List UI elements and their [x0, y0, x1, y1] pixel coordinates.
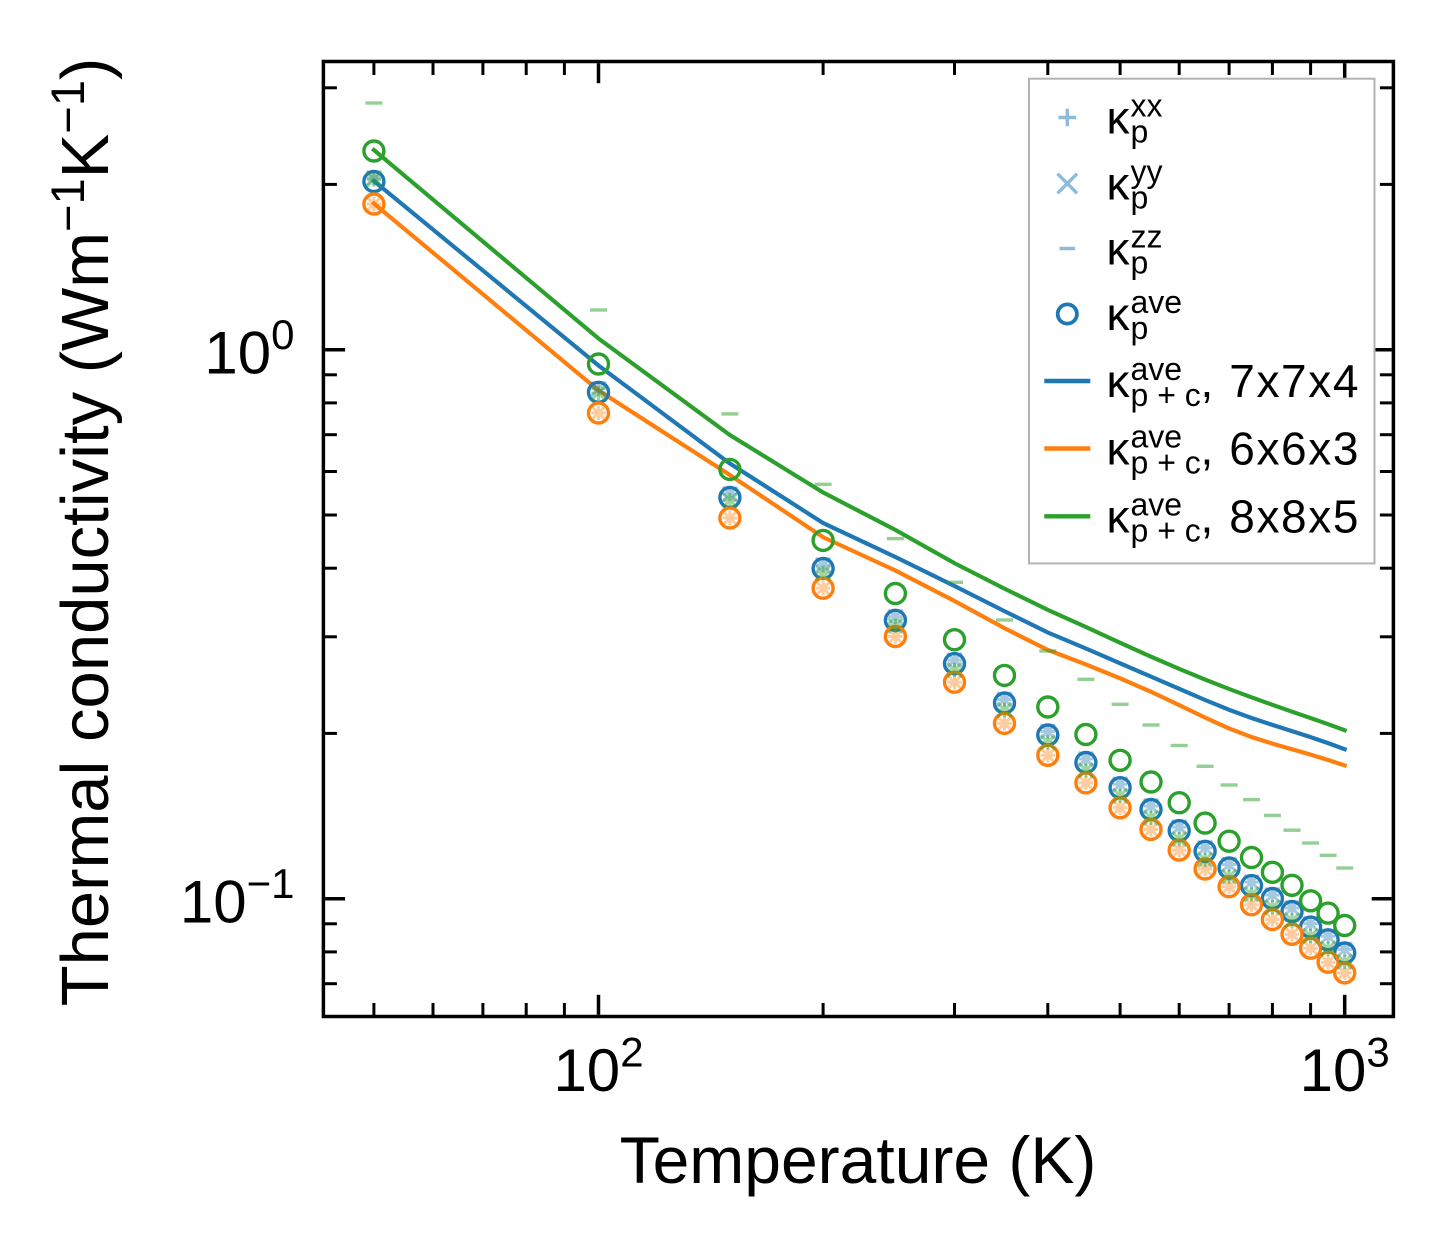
- svg-text:, 7x7x4: , 7x7x4: [1201, 355, 1361, 407]
- svg-text:p: p: [1131, 245, 1149, 281]
- svg-text:κ: κ: [1107, 490, 1131, 542]
- svg-text:p: p: [1131, 180, 1149, 216]
- svg-text:yy: yy: [1131, 154, 1163, 190]
- svg-text:κ: κ: [1107, 355, 1131, 407]
- svg-text:Temperature (K): Temperature (K): [620, 1123, 1097, 1197]
- svg-text:p: p: [1131, 114, 1149, 150]
- svg-text:ave: ave: [1131, 419, 1183, 455]
- svg-text:100: 100: [204, 311, 294, 387]
- svg-text:, 8x8x5: , 8x8x5: [1201, 490, 1361, 542]
- svg-text:p + c: p + c: [1131, 377, 1201, 413]
- svg-text:ave: ave: [1131, 351, 1183, 387]
- svg-text:p + c: p + c: [1131, 512, 1201, 548]
- svg-text:, 6x6x3: , 6x6x3: [1201, 423, 1361, 475]
- svg-text:ave: ave: [1131, 284, 1183, 320]
- svg-text:zz: zz: [1131, 219, 1163, 255]
- svg-text:κ: κ: [1107, 92, 1131, 144]
- svg-text:κ: κ: [1107, 288, 1131, 340]
- svg-text:102: 102: [553, 1029, 643, 1105]
- svg-text:10−1: 10−1: [180, 860, 295, 936]
- svg-text:ave: ave: [1131, 486, 1183, 522]
- svg-text:p: p: [1131, 310, 1149, 346]
- svg-text:103: 103: [1300, 1029, 1390, 1105]
- svg-text:xx: xx: [1131, 88, 1163, 124]
- svg-text:κ: κ: [1107, 423, 1131, 475]
- svg-text:p + c: p + c: [1131, 445, 1201, 481]
- svg-text:κ: κ: [1107, 158, 1131, 210]
- svg-text:κ: κ: [1107, 223, 1131, 275]
